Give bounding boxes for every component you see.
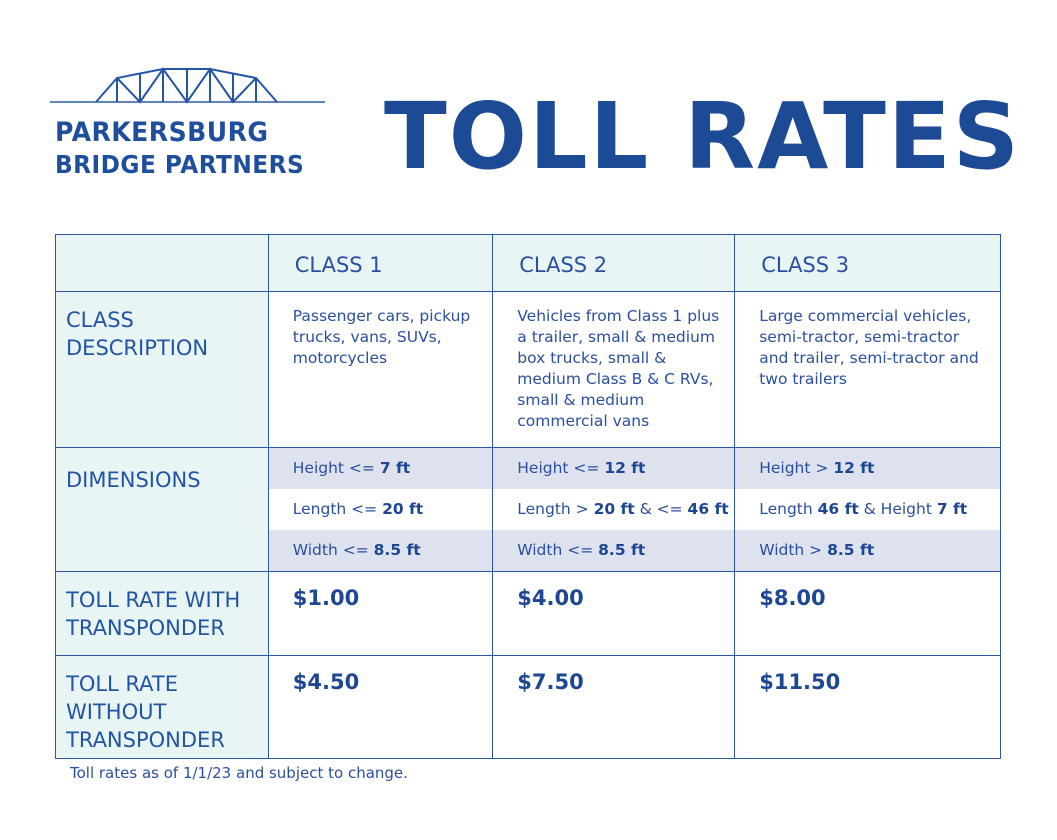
dimension-height-pre: Height <= [292, 459, 380, 477]
price-without-class-2: $7.50 [492, 655, 736, 759]
price-without-class-1: $4.50 [267, 655, 494, 759]
dimension-length: Length > 20 ft & <= 46 ft [493, 489, 734, 530]
dimensions-class-3: Height > 12 ft Length 46 ft & Height 7 ft… [734, 447, 1001, 572]
dimension-height-pre: Height <= [517, 459, 605, 477]
dimension-height-bold: 12 ft [833, 459, 875, 477]
description-class-1: Passenger cars, pickup trucks, vans, SUV… [267, 291, 494, 448]
dimension-width-bold: 8.5 ft [373, 541, 421, 559]
row-label-with-transponder: TOLL RATE WITH TRANSPONDER [55, 571, 269, 656]
dimension-height-pre: Height > [759, 459, 834, 477]
description-class-3: Large commercial vehicles, semi-tractor,… [734, 291, 1001, 448]
table-row: TOLL RATE WITH TRANSPONDER $1.00 $4.00 $… [55, 571, 1001, 656]
dimension-height: Height <= 12 ft [493, 448, 735, 489]
dimensions-class-2: Height <= 12 ft Length > 20 ft & <= 46 ft… [492, 447, 736, 572]
dimension-length-mid: & <= [634, 500, 688, 518]
dimension-length-mid: & Height [858, 500, 937, 518]
dimension-length-pre: Length <= [292, 500, 383, 518]
table-row: DIMENSIONS Height <= 7 ft Length <= 20 ft… [55, 447, 1001, 572]
dimension-length-bold2: 7 ft [936, 500, 968, 518]
page-title: TOLL RATES [384, 83, 1022, 190]
dimension-width: Width > 8.5 ft [735, 530, 1000, 571]
dimension-width-bold: 8.5 ft [598, 541, 646, 559]
row-label-description: CLASS DESCRIPTION [55, 291, 269, 448]
dimension-length-bold: 20 ft [593, 500, 635, 518]
header-class-1: CLASS 1 [267, 234, 494, 292]
logo-line1: PARKERSBURG [55, 117, 269, 148]
table-row: TOLL RATE WITHOUT TRANSPONDER $4.50 $7.5… [55, 655, 1001, 759]
dimension-length-bold: 46 ft [817, 500, 859, 518]
price-with-class-2: $4.00 [492, 571, 736, 656]
header-class-3: CLASS 3 [734, 234, 1001, 292]
dimension-length-pre: Length [759, 500, 818, 518]
header-class-2: CLASS 2 [492, 234, 736, 292]
footnote: Toll rates as of 1/1/23 and subject to c… [70, 764, 408, 782]
dimension-width-pre: Width <= [292, 541, 374, 559]
dimension-height: Height > 12 ft [735, 448, 1000, 489]
dimension-width-bold: 8.5 ft [827, 541, 875, 559]
dimension-length-bold2: 46 ft [687, 500, 729, 518]
dimension-length-pre: Length > [517, 500, 594, 518]
dimension-height: Height <= 7 ft [268, 448, 493, 489]
dimension-width-pre: Width > [759, 541, 828, 559]
price-with-class-1: $1.00 [267, 571, 494, 656]
dimension-length: Length 46 ft & Height 7 ft [735, 489, 1000, 530]
dimension-width: Width <= 8.5 ft [268, 530, 493, 571]
price-with-class-3: $8.00 [734, 571, 1001, 656]
dimension-length: Length <= 20 ft [269, 489, 493, 530]
logo: PARKERSBURG BRIDGE PARTNERS [50, 58, 325, 179]
logo-line2: BRIDGE PARTNERS [55, 150, 305, 179]
header-empty-cell [55, 234, 269, 292]
dimensions-class-1: Height <= 7 ft Length <= 20 ft Width <= 8.… [267, 447, 494, 572]
dimension-width: Width <= 8.5 ft [493, 530, 735, 571]
dimension-height-bold: 12 ft [604, 459, 646, 477]
price-without-class-3: $11.50 [734, 655, 1001, 759]
table-row: CLASS DESCRIPTION Passenger cars, pickup… [55, 291, 1001, 448]
dimension-length-bold: 20 ft [382, 500, 424, 518]
toll-rates-table: CLASS 1 CLASS 2 CLASS 3 CLASS DESCRIPTIO… [55, 234, 1001, 759]
dimension-height-bold: 7 ft [379, 459, 411, 477]
dimension-width-pre: Width <= [517, 541, 599, 559]
row-label-dimensions: DIMENSIONS [55, 447, 269, 572]
description-class-2: Vehicles from Class 1 plus a trailer, sm… [492, 291, 736, 448]
row-label-without-transponder: TOLL RATE WITHOUT TRANSPONDER [55, 655, 269, 759]
header-row: CLASS 1 CLASS 2 CLASS 3 [55, 234, 1001, 292]
bridge-icon [50, 67, 325, 104]
